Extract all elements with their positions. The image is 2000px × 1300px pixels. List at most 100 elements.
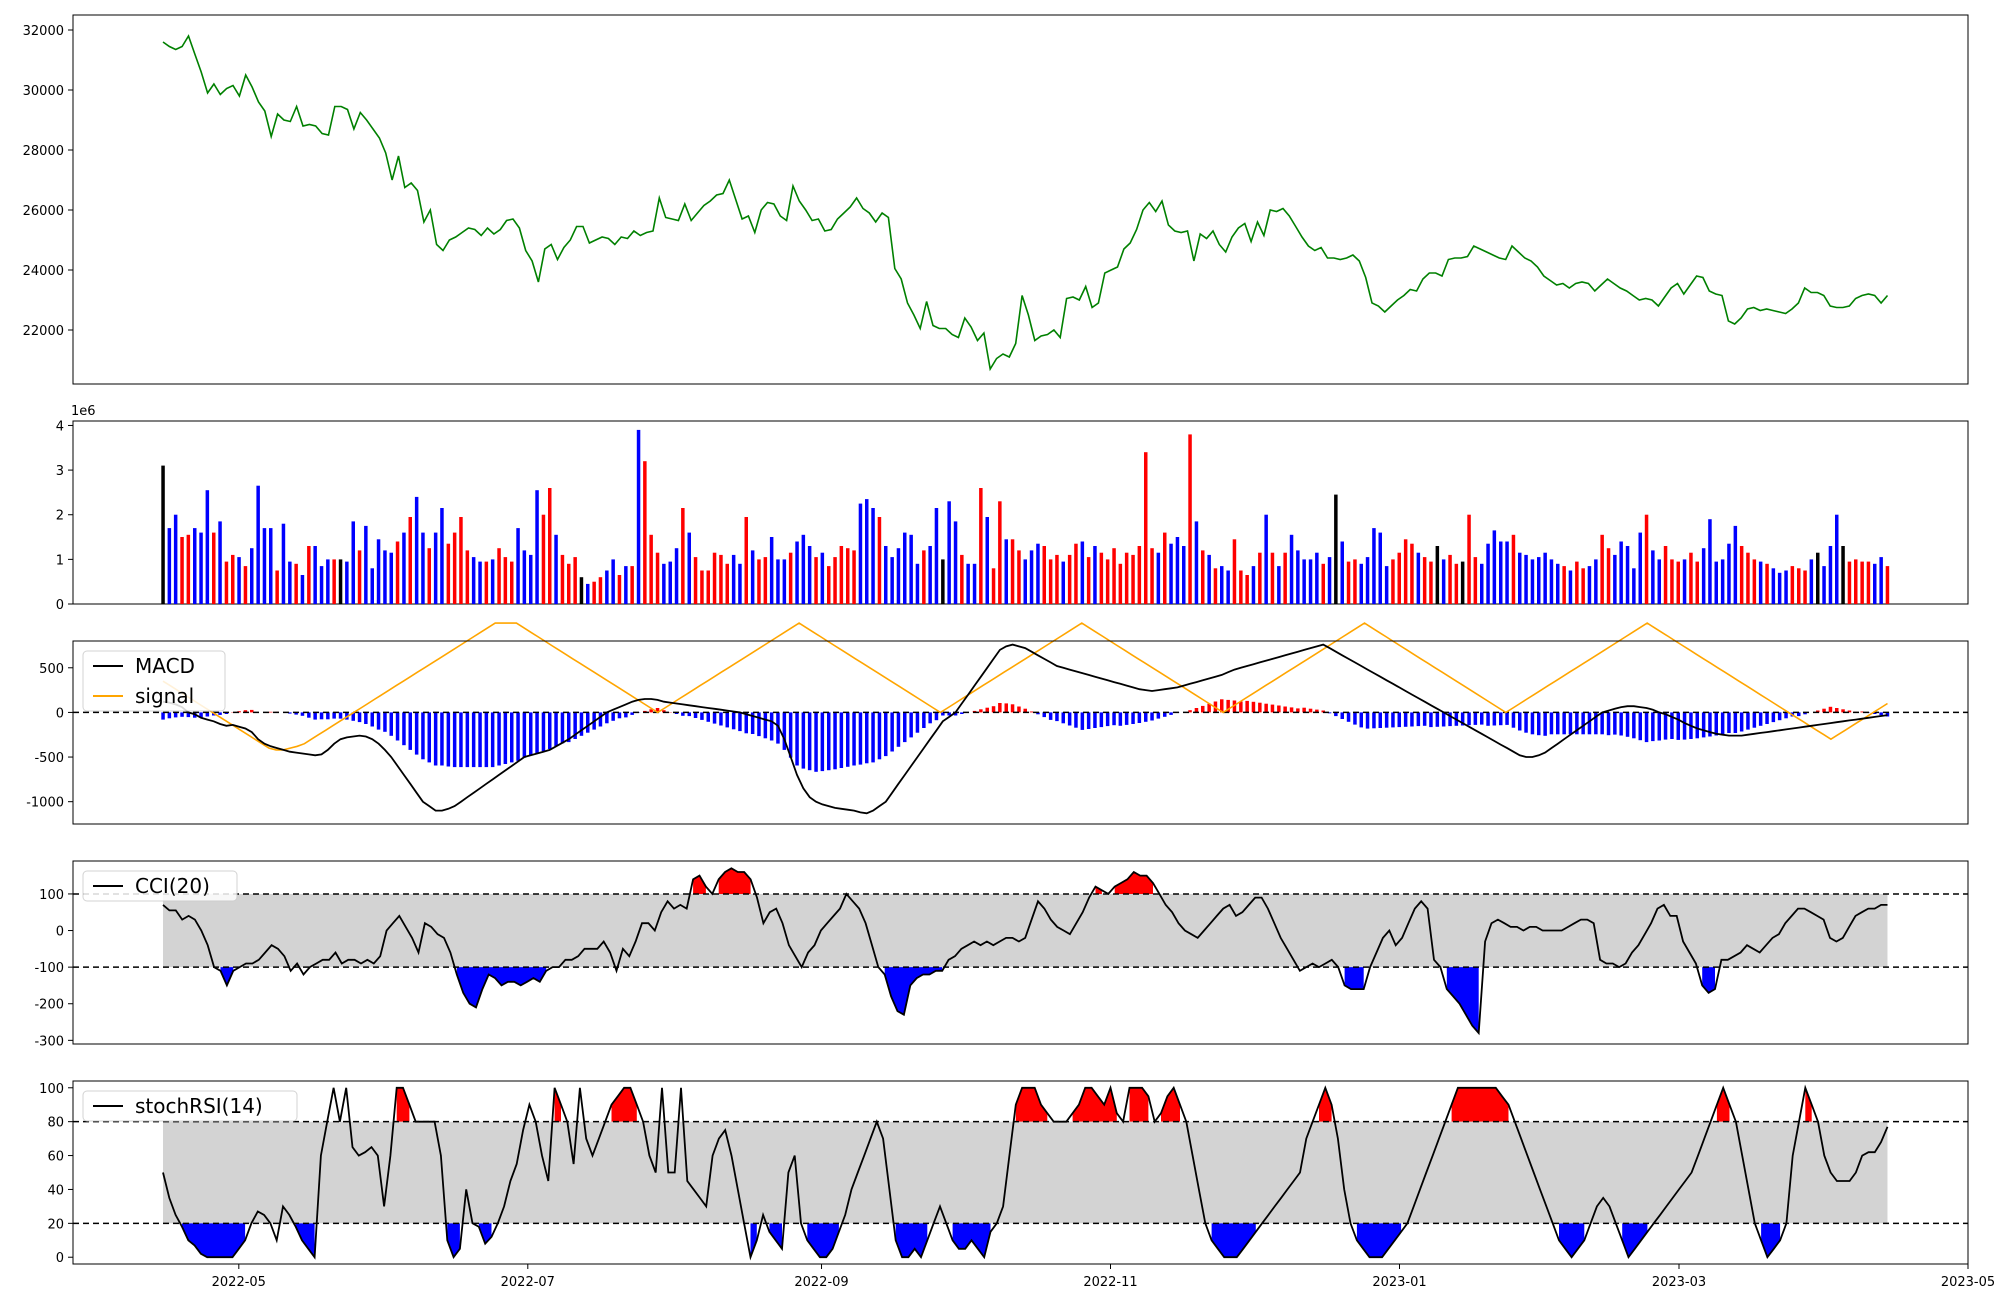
macd-histogram-bar [827, 712, 831, 771]
volume-bar [655, 552, 660, 604]
volume-bar [1790, 566, 1795, 604]
volume-bar [820, 552, 825, 604]
macd-histogram-bar [858, 712, 863, 765]
macd-histogram-bar [1036, 712, 1040, 715]
macd-histogram-bar [1587, 712, 1592, 735]
volume-bar [1835, 514, 1839, 604]
volume-bar [269, 528, 273, 604]
volume-bar [1289, 534, 1294, 604]
volume-bar [744, 517, 748, 604]
volume-bar [503, 557, 508, 604]
macd-histogram-bar [167, 712, 172, 719]
volume-bar [1029, 550, 1034, 604]
y-tick-label: 3 [56, 464, 64, 479]
volume-bar [383, 550, 387, 604]
volume-bar [1137, 546, 1142, 604]
volume-bar [795, 541, 799, 604]
volume-bar [890, 557, 894, 604]
macd-histogram-bar [218, 712, 222, 715]
volume-bar [1258, 552, 1262, 604]
y-tick-label: 4 [56, 419, 64, 434]
volume-bar [1124, 552, 1129, 604]
macd-histogram-bar [915, 712, 920, 733]
volume-bar [1860, 561, 1864, 604]
macd-histogram-bar [586, 712, 590, 733]
macd-histogram-bar [465, 712, 470, 768]
macd-histogram-bar [243, 710, 248, 713]
volume-bar [1093, 546, 1097, 604]
macd-line [162, 643, 1888, 815]
volume-bar [1410, 543, 1414, 604]
volume-bar [1670, 559, 1674, 604]
x-tick-label: 2022-05 [212, 1275, 266, 1290]
macd-histogram-bar [1784, 712, 1788, 719]
y-tick-label: 26000 [23, 204, 64, 219]
macd-histogram-bar [288, 712, 292, 714]
macd-histogram-bar [1144, 712, 1148, 722]
macd-histogram-bar [655, 708, 660, 713]
macd-histogram-bar [1581, 712, 1585, 735]
macd-histogram-bar [782, 712, 787, 750]
macd-histogram-bar [1017, 706, 1021, 713]
macd-histogram-bar [1289, 707, 1294, 713]
volume-bar [871, 508, 875, 604]
macd-histogram-bar [846, 712, 850, 767]
macd-histogram-bar [991, 706, 996, 713]
signal-line [162, 622, 1888, 751]
overbought-fill [1072, 1087, 1117, 1122]
volume-bar [852, 550, 856, 604]
volume-bar [1150, 548, 1154, 604]
macd-histogram-bar [402, 712, 406, 746]
overbought-fill [1129, 1087, 1149, 1122]
macd-histogram-bar [389, 712, 393, 736]
oversold-fill [1702, 967, 1715, 993]
macd-histogram-bar [1486, 712, 1490, 726]
volume-bar [1416, 552, 1421, 604]
macd-histogram-bar [1201, 705, 1205, 713]
volume-bar [465, 550, 470, 604]
oversold-fill [1344, 967, 1364, 990]
macd-histogram-bar [1239, 701, 1243, 713]
volume-bar [1074, 543, 1078, 604]
macd-histogram-bar [1435, 712, 1440, 727]
volume-bar [839, 546, 844, 604]
macd-histogram-bar [1327, 712, 1332, 714]
macd-histogram-bar [516, 712, 520, 761]
volume-bar [1245, 575, 1249, 604]
volume-bar [1441, 559, 1446, 604]
volume-bar [1600, 534, 1604, 604]
macd-histogram-bar [1511, 712, 1516, 728]
volume-bar [884, 546, 888, 604]
volume-bar [1105, 559, 1110, 604]
volume-bar [763, 557, 768, 604]
overbought-fill [693, 875, 706, 894]
macd-histogram-bar [1048, 712, 1053, 720]
volume-bar [1816, 552, 1820, 604]
macd-histogram-bar [934, 712, 939, 721]
volume-bar [1226, 570, 1230, 604]
volume-bar [1727, 543, 1731, 604]
volume-bar [1524, 554, 1528, 604]
macd-histogram-bar [1010, 704, 1015, 713]
volume-bar [1372, 528, 1376, 604]
macd-histogram-bar [161, 712, 165, 720]
macd-histogram-bar [1828, 706, 1833, 713]
macd-histogram-bar [395, 712, 400, 741]
volume-bar [865, 499, 869, 604]
volume-bar [750, 550, 755, 604]
volume-bar [1568, 570, 1573, 604]
macd-histogram-bar [814, 712, 818, 772]
volume-bar [1701, 548, 1706, 604]
legend-box [82, 870, 238, 902]
macd-histogram-bar [1340, 712, 1344, 719]
volume-bar [1232, 539, 1237, 604]
macd-histogram-bar [541, 712, 546, 752]
macd-histogram-bar [1353, 712, 1357, 725]
volume-bar [1346, 561, 1351, 604]
macd-histogram-bar [1765, 712, 1769, 724]
macd-histogram-bar [598, 712, 603, 727]
volume-bar [1315, 552, 1319, 604]
volume-bar [529, 554, 533, 604]
oversold-fill [1761, 1223, 1781, 1258]
macd-histogram-bar [1568, 712, 1573, 735]
